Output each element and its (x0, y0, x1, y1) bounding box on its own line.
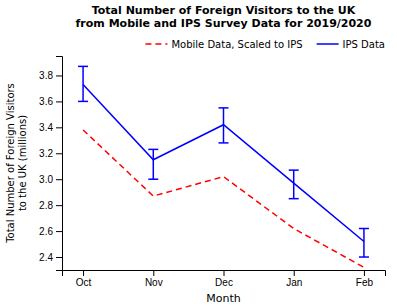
legend-item: Mobile Data, Scaled to IPS (145, 39, 302, 50)
tick-mark (56, 231, 62, 232)
y-axis-title: Total Number of Foreign Visitorsto the U… (5, 83, 28, 244)
tick: Nov (145, 270, 163, 288)
error-bar-cap (289, 198, 299, 200)
error-bar-cap (359, 228, 369, 230)
text-line: from Mobile and IPS Survey Data for 2019… (76, 17, 372, 30)
series (78, 66, 369, 257)
plot-area (78, 66, 369, 267)
axis-line (63, 271, 386, 277)
error-bar-stem (293, 170, 295, 199)
error-bar-cap (148, 178, 158, 180)
tick-label: 2.6 (39, 226, 53, 237)
error-bar (359, 228, 369, 257)
tick: Jan (286, 270, 302, 288)
axis-line (56, 57, 63, 271)
error-bar-stem (363, 228, 365, 257)
tick-mark (83, 270, 84, 276)
tick-label: Dec (215, 277, 233, 288)
error-bar-cap (78, 66, 88, 68)
tick-mark (56, 127, 62, 128)
tick: Dec (215, 270, 233, 288)
tick-mark (224, 270, 225, 276)
error-bar (219, 108, 229, 143)
tick: 3.8 (39, 70, 62, 81)
legend: Mobile Data, Scaled to IPS IPS Data (145, 39, 385, 50)
tick-label: Feb (356, 277, 374, 288)
tick-mark (294, 270, 295, 276)
tick: Feb (356, 270, 374, 288)
error-bar-cap (219, 142, 229, 144)
tick-mark (364, 270, 365, 276)
error-bar-stem (153, 149, 155, 179)
error-bar (148, 149, 158, 179)
x-axis: Oct Nov Dec Jan Feb (63, 270, 386, 288)
legend-swatch (145, 43, 167, 45)
tick-mark (56, 205, 62, 206)
legend-item: IPS Data (317, 39, 385, 50)
legend-label: IPS Data (343, 39, 385, 50)
tick-mark (56, 257, 62, 258)
error-bar-cap (219, 107, 229, 109)
tick-label: 3.2 (39, 148, 53, 159)
y-axis: 2.4 2.6 2.8 3.0 3.2 3.4 3.6 3.8 (39, 57, 62, 271)
text-line: Total Number of Foreign Visitors (5, 83, 16, 244)
text-line: Total Number of Foreign Visitors to the … (92, 4, 356, 17)
error-bar-cap (289, 169, 299, 171)
tick: 3.6 (39, 96, 62, 107)
error-bar (289, 170, 299, 199)
tick-label: Jan (286, 277, 302, 288)
tick-mark (56, 75, 62, 76)
text-line: to the UK (millions) (17, 115, 28, 211)
error-bar-stem (82, 66, 84, 101)
tick: 3.0 (39, 174, 62, 185)
tick-label: 3.6 (39, 96, 53, 107)
tick-label: 2.8 (39, 200, 53, 211)
tick: 3.2 (39, 148, 62, 159)
tick: 2.8 (39, 200, 62, 211)
error-bar (78, 66, 88, 101)
tick-label: 3.0 (39, 174, 53, 185)
x-axis-title: Month (206, 292, 241, 305)
legend-label: Mobile Data, Scaled to IPS (171, 39, 302, 50)
series (83, 130, 364, 267)
error-bar-cap (359, 256, 369, 258)
tick-mark (153, 270, 154, 276)
tick: 3.4 (39, 122, 62, 133)
tick-mark (56, 153, 62, 154)
tick-label: Nov (145, 277, 163, 288)
error-bar-cap (148, 149, 158, 151)
title: Total Number of Foreign Visitors to the … (76, 4, 372, 30)
legend-swatch (317, 43, 339, 45)
chart: Total Number of Foreign Visitors to the … (0, 0, 397, 308)
tick: 2.6 (39, 226, 62, 237)
tick-label: Oct (76, 277, 92, 288)
tick: 2.4 (39, 252, 62, 263)
tick: Oct (76, 270, 92, 288)
tick-label: 2.4 (39, 252, 53, 263)
line (83, 85, 364, 242)
tick-mark (56, 101, 62, 102)
error-bar-stem (223, 108, 225, 143)
error-bar-cap (78, 101, 88, 103)
tick-mark (56, 179, 62, 180)
line (83, 130, 364, 267)
tick-label: 3.4 (39, 122, 53, 133)
tick-label: 3.8 (39, 70, 53, 81)
